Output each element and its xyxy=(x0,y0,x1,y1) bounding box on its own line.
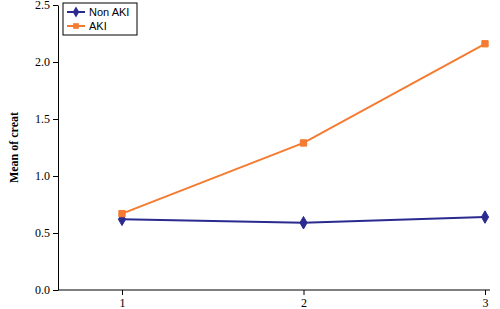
y-tick-mark xyxy=(53,5,58,6)
legend-marker xyxy=(73,23,79,29)
series-marker xyxy=(300,140,306,146)
legend-label: Non AKI xyxy=(89,6,129,18)
series-marker xyxy=(300,216,307,228)
y-tick-label: 0.0 xyxy=(35,283,50,297)
y-tick-mark xyxy=(53,62,58,63)
y-tick-mark xyxy=(53,290,58,291)
series-line xyxy=(122,44,485,214)
y-tick-label: 2.0 xyxy=(35,55,50,69)
x-axis: 1 2 3 xyxy=(58,290,490,309)
series-marker xyxy=(481,211,488,223)
series-marker xyxy=(482,41,488,47)
legend: Non AKI AKI xyxy=(63,3,137,35)
x-tick-mark xyxy=(304,290,305,295)
y-tick-label: 1.0 xyxy=(35,169,50,183)
legend-label: AKI xyxy=(89,20,107,32)
x-tick-label: 2 xyxy=(301,296,307,309)
y-tick-label: 1.5 xyxy=(35,112,50,126)
x-tick: 1 xyxy=(120,290,126,309)
x-axis-line xyxy=(58,290,490,291)
x-tick-label: 3 xyxy=(483,296,489,309)
chart: 0.0 0.5 1.0 1.5 2.0 2.5 1 2 3 Mean of creat Non AK… xyxy=(0,0,500,309)
y-tick: 1.0 xyxy=(35,169,58,183)
y-tick: 2.5 xyxy=(35,0,58,12)
y-tick: 0.5 xyxy=(35,226,58,240)
y-axis-line xyxy=(58,6,59,291)
y-tick-label: 2.5 xyxy=(35,0,50,12)
x-tick: 2 xyxy=(301,290,307,309)
y-tick: 0.0 xyxy=(35,283,58,297)
x-tick-mark xyxy=(122,290,123,295)
y-tick-mark xyxy=(53,233,58,234)
y-tick-mark xyxy=(53,176,58,177)
y-axis-title: Mean of creat xyxy=(7,112,21,183)
y-tick-label: 0.5 xyxy=(35,226,50,240)
y-tick: 2.0 xyxy=(35,55,58,69)
legend-marker xyxy=(73,6,79,17)
x-tick: 3 xyxy=(483,290,489,309)
plot-area xyxy=(118,41,488,229)
legend-frame xyxy=(63,3,137,35)
x-tick-label: 1 xyxy=(120,296,126,309)
series-marker xyxy=(119,210,125,216)
y-axis: 0.0 0.5 1.0 1.5 2.0 2.5 xyxy=(35,0,59,297)
y-tick-mark xyxy=(53,119,58,120)
x-tick-mark xyxy=(485,290,486,295)
y-tick: 1.5 xyxy=(35,112,58,126)
